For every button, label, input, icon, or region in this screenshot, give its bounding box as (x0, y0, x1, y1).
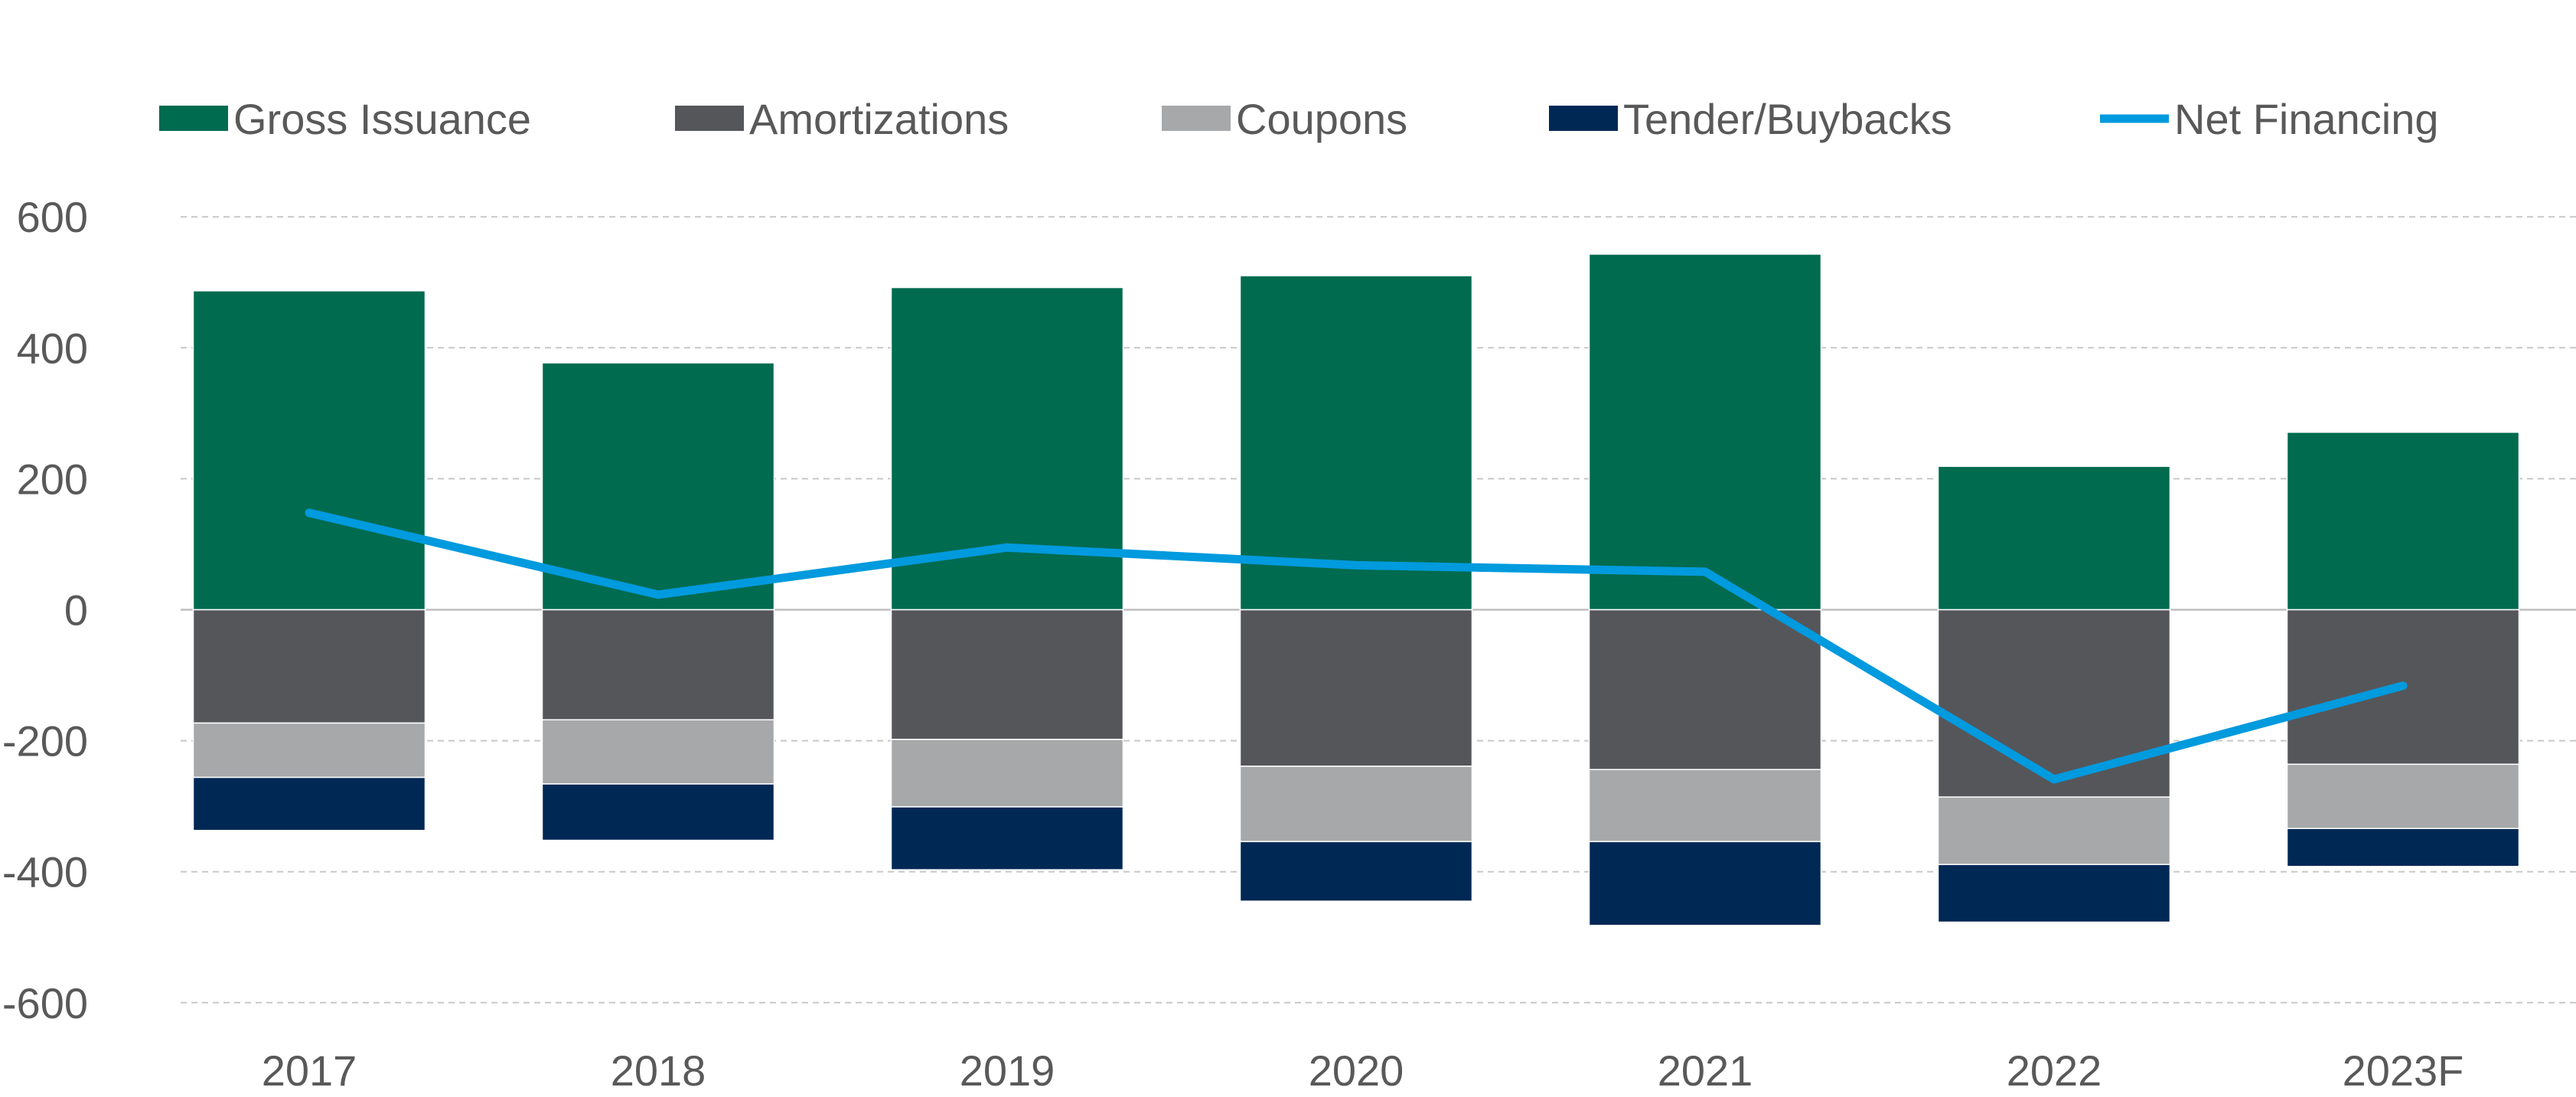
bar-coupons-2019 (890, 739, 1124, 808)
bar-gross-issuance-2020 (1239, 275, 1473, 611)
bar-coupons-2020 (1239, 766, 1473, 843)
legend-label: Tender/Buybacks (1623, 95, 1952, 143)
bar-coupons-2017 (192, 722, 426, 779)
net-financing-line (305, 508, 2408, 784)
legend: Gross Issuance Amortizations Coupons Tender… (159, 95, 2439, 143)
bar-coupons-2021 (1588, 769, 1822, 843)
y-tick-label: -200 (2, 717, 88, 766)
bar-coupons-2023F (2286, 763, 2520, 829)
y-tick-label: -600 (2, 979, 88, 1027)
x-tick-label: 2019 (960, 1046, 1055, 1095)
legend-label: Coupons (1236, 95, 1407, 143)
bar-tender-buybacks-2022 (1937, 864, 2171, 923)
x-tick-label: 2020 (1309, 1046, 1404, 1095)
y-axis-ticks: 600 400 200 0 -200 -400 -600 (2, 193, 88, 1027)
x-tick-label: 2021 (1658, 1046, 1753, 1095)
legend-item: Net Financing (2100, 95, 2439, 143)
y-tick-label: 400 (17, 324, 88, 372)
legend-item: Tender/Buybacks (1549, 95, 1952, 143)
legend-item: Gross Issuance (159, 95, 531, 143)
legend-swatch (159, 106, 228, 131)
bar-coupons-2018 (541, 719, 775, 785)
y-tick-label: 0 (64, 586, 88, 635)
legend-label: Amortizations (749, 95, 1009, 143)
legend-item: Amortizations (675, 95, 1009, 143)
y-tick-label: 600 (17, 193, 88, 241)
bar-gross-issuance-2022 (1937, 465, 2171, 611)
bar-tender-buybacks-2018 (541, 783, 775, 841)
x-tick-label: 2023F (2343, 1046, 2464, 1095)
x-axis-ticks: 2017 2018 2019 2020 2021 2022 2023F (262, 1046, 2464, 1095)
bar-tender-buybacks-2017 (192, 776, 426, 831)
bar-tender-buybacks-2021 (1588, 841, 1822, 926)
bar-amortizations-2019 (890, 609, 1124, 740)
x-tick-label: 2017 (262, 1046, 357, 1095)
bar-amortizations-2021 (1588, 609, 1822, 770)
bar-coupons-2022 (1937, 796, 2171, 866)
bar-amortizations-2020 (1239, 609, 1473, 767)
legend-item: Coupons (1162, 95, 1407, 143)
bar-gross-issuance-2021 (1588, 253, 1822, 611)
legend-swatch (1162, 106, 1231, 131)
bar-amortizations-2018 (541, 609, 775, 720)
bar-gross-issuance-2018 (541, 362, 775, 611)
bar-amortizations-2017 (192, 609, 426, 724)
legend-label: Gross Issuance (233, 95, 531, 143)
y-tick-label: 200 (17, 455, 88, 503)
legend-swatch (675, 106, 744, 131)
x-tick-label: 2018 (611, 1046, 706, 1095)
bar-tender-buybacks-2019 (890, 806, 1124, 870)
y-tick-label: -400 (2, 848, 88, 896)
bars (192, 253, 2520, 926)
legend-swatch (1549, 106, 1618, 131)
bar-gross-issuance-2017 (192, 290, 426, 611)
bar-amortizations-2022 (1937, 609, 2171, 798)
bar-tender-buybacks-2020 (1239, 841, 1473, 902)
legend-label: Net Financing (2174, 95, 2439, 143)
x-tick-label: 2022 (2007, 1046, 2102, 1095)
bar-tender-buybacks-2023F (2286, 828, 2520, 867)
bar-gross-issuance-2023F (2286, 431, 2520, 611)
